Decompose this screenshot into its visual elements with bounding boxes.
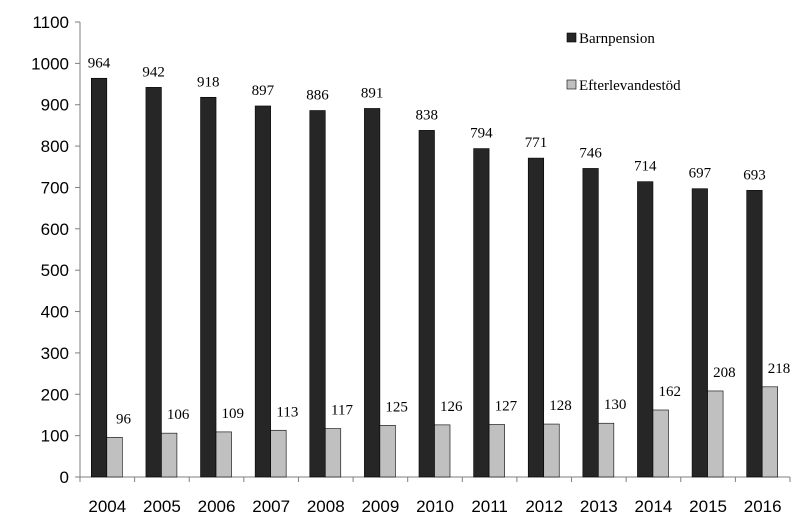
bar (707, 390, 724, 478)
data-label: 117 (331, 403, 353, 419)
bar (254, 105, 271, 478)
bar (746, 190, 763, 478)
bar (473, 148, 490, 478)
data-label: 838 (416, 107, 439, 123)
x-tick-label: 2016 (744, 497, 782, 516)
y-tick-label: 0 (60, 468, 69, 487)
y-tick-label: 1000 (31, 54, 69, 73)
data-label: 218 (768, 361, 791, 377)
y-tick-label: 900 (41, 96, 69, 115)
data-label: 126 (440, 399, 463, 415)
data-label: 697 (689, 166, 712, 182)
bar (598, 422, 615, 478)
bar (691, 188, 708, 478)
bar (161, 432, 178, 478)
x-tick-label: 2010 (416, 497, 454, 516)
bar (215, 431, 232, 478)
data-label: 771 (525, 135, 548, 151)
bar (488, 424, 505, 478)
bar (200, 96, 217, 478)
x-tick-label: 2005 (143, 497, 181, 516)
y-tick-label: 300 (41, 344, 69, 363)
x-tick-label: 2013 (580, 497, 618, 516)
data-label: 96 (116, 411, 132, 427)
y-tick-label: 100 (41, 427, 69, 446)
data-label: 106 (167, 407, 190, 423)
y-tick-label: 200 (41, 385, 69, 404)
x-tick-label: 2014 (635, 497, 673, 516)
bar (652, 409, 669, 478)
x-tick-label: 2006 (198, 497, 236, 516)
bar (309, 110, 326, 478)
data-label: 128 (549, 398, 572, 414)
x-tick-label: 2011 (471, 497, 508, 516)
bar (379, 424, 396, 478)
y-tick-label: 700 (41, 178, 69, 197)
data-label: 891 (361, 85, 384, 101)
bar (543, 423, 560, 478)
y-tick-label: 400 (41, 303, 69, 322)
y-tick-label: 800 (41, 137, 69, 156)
y-tick-label: 600 (41, 220, 69, 239)
data-label: 714 (634, 159, 657, 175)
x-tick-label: 2009 (361, 497, 399, 516)
data-label: 125 (385, 399, 408, 415)
data-label: 886 (306, 88, 329, 104)
bar (324, 428, 342, 478)
legend-marker (566, 32, 577, 43)
legend-marker (566, 79, 577, 90)
data-label: 130 (604, 397, 627, 413)
data-label: 897 (252, 83, 275, 99)
x-tick-label: 2007 (252, 497, 290, 516)
bar (761, 386, 778, 478)
bar (434, 424, 451, 478)
data-label: 109 (222, 406, 245, 422)
bar (91, 77, 108, 478)
bar (637, 181, 654, 478)
bar (106, 436, 123, 478)
x-tick-label: 2004 (88, 497, 126, 516)
bar (418, 130, 435, 478)
bar (270, 429, 287, 478)
x-tick-label: 2008 (307, 497, 345, 516)
data-label: 162 (658, 384, 681, 400)
y-tick-label: 500 (41, 261, 69, 280)
data-label: 693 (743, 167, 766, 183)
x-tick-label: 2012 (525, 497, 563, 516)
x-tick-label: 2015 (689, 497, 727, 516)
legend-label: Barnpension (579, 31, 655, 47)
data-label: 942 (142, 64, 165, 80)
data-label: 113 (276, 404, 298, 420)
data-label: 918 (197, 74, 220, 90)
data-label: 964 (88, 55, 111, 71)
bar (145, 87, 162, 478)
bar (582, 168, 599, 478)
data-label: 208 (713, 365, 736, 381)
data-label: 127 (495, 398, 518, 414)
bar (364, 108, 381, 478)
data-label: 746 (579, 145, 602, 161)
bar (527, 157, 545, 478)
data-label: 794 (470, 126, 493, 142)
y-tick-label: 1100 (32, 13, 69, 32)
legend-label: Efterlevandestöd (579, 78, 681, 94)
